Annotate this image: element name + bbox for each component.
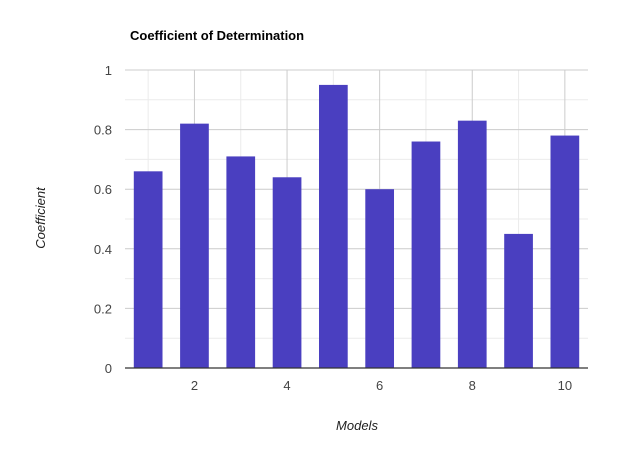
bar: [411, 141, 441, 368]
bar: [133, 171, 163, 368]
bar: [365, 189, 395, 368]
y-tick-label: 0.8: [94, 123, 112, 138]
x-tick-label: 4: [283, 378, 290, 393]
y-tick-label: 0.4: [94, 242, 112, 257]
bars: [133, 84, 580, 369]
axes: 0 0.2 0.4 0.6 0.8 1 2 4 6 8 10: [94, 63, 588, 393]
bar: [180, 123, 209, 368]
x-tick-label: 2: [191, 378, 198, 393]
bar: [319, 84, 348, 369]
x-tick-label: 8: [469, 378, 476, 393]
x-tick-label: 10: [558, 378, 572, 393]
bar: [272, 177, 302, 368]
y-tick-label: 0.2: [94, 301, 112, 316]
x-axis-title: Models: [336, 418, 378, 433]
bar: [550, 135, 580, 368]
y-tick-label: 0.6: [94, 182, 112, 197]
y-tick-label: 1: [105, 63, 112, 78]
chart-title: Coefficient of Determination: [130, 28, 304, 43]
bar: [226, 156, 256, 368]
y-axis-title: Coefficient: [33, 186, 48, 249]
bar: [504, 233, 533, 368]
y-tick-label: 0: [105, 361, 112, 376]
x-tick-label: 6: [376, 378, 383, 393]
bar: [457, 120, 487, 368]
